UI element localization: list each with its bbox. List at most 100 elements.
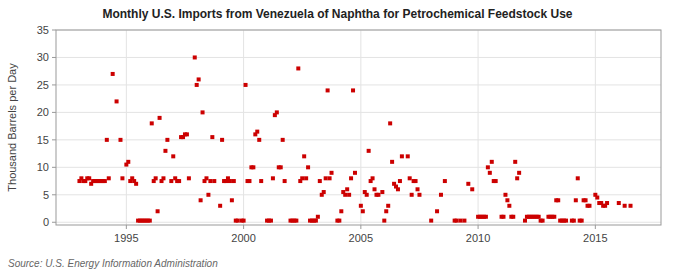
- point: [103, 179, 107, 183]
- point: [195, 83, 199, 87]
- point: [171, 154, 175, 158]
- point: [107, 176, 111, 180]
- point: [255, 130, 259, 134]
- point: [283, 179, 287, 183]
- point: [259, 179, 263, 183]
- point: [501, 215, 505, 219]
- point: [193, 55, 197, 59]
- point: [154, 176, 158, 180]
- point: [230, 198, 234, 202]
- y-tick-label: 25: [37, 79, 49, 91]
- point: [511, 215, 515, 219]
- point: [623, 204, 627, 208]
- chart: 1995200020052010201505101520253035Monthl…: [0, 0, 675, 275]
- point: [439, 193, 443, 197]
- point: [576, 176, 580, 180]
- point: [324, 176, 328, 180]
- y-grid-line: [56, 167, 661, 168]
- point: [455, 219, 459, 223]
- point: [326, 88, 330, 92]
- point: [251, 165, 255, 169]
- y-tick-label: 10: [37, 161, 49, 173]
- title: Monthly U.S. Imports from Venezuela of N…: [102, 7, 572, 21]
- y-tick-label: 0: [43, 216, 49, 228]
- point: [337, 219, 341, 223]
- point: [347, 193, 351, 197]
- point: [150, 121, 154, 125]
- point: [466, 182, 470, 186]
- point: [185, 132, 189, 136]
- point: [371, 176, 375, 180]
- point: [330, 171, 334, 175]
- x-tick-label: 2010: [466, 232, 490, 244]
- point: [595, 196, 599, 200]
- point: [361, 209, 365, 213]
- x-tick: [595, 225, 596, 229]
- point: [343, 193, 347, 197]
- point: [380, 190, 384, 194]
- point: [552, 215, 556, 219]
- point: [388, 121, 392, 125]
- point: [629, 204, 633, 208]
- point: [462, 219, 466, 223]
- point: [386, 204, 390, 208]
- x-tick-label: 2015: [583, 232, 607, 244]
- x-grid-line: [126, 30, 127, 225]
- x-tick: [126, 225, 127, 229]
- point: [156, 209, 160, 213]
- point: [165, 138, 169, 142]
- point: [87, 176, 91, 180]
- point: [318, 179, 322, 183]
- y-tick: [52, 194, 56, 195]
- y-tick: [52, 167, 56, 168]
- point: [605, 201, 609, 205]
- point: [587, 204, 591, 208]
- point: [244, 83, 248, 87]
- point: [572, 219, 576, 223]
- point: [410, 193, 414, 197]
- point: [302, 154, 306, 158]
- point: [484, 215, 488, 219]
- point: [208, 179, 212, 183]
- point: [158, 116, 162, 120]
- point: [429, 219, 433, 223]
- point: [574, 198, 578, 202]
- point: [300, 176, 304, 180]
- point: [564, 219, 568, 223]
- point: [490, 160, 494, 164]
- point: [126, 160, 130, 164]
- point: [204, 176, 208, 180]
- point: [269, 219, 273, 223]
- point: [459, 219, 463, 223]
- point: [275, 110, 279, 114]
- point: [541, 219, 545, 223]
- x-grid-line: [360, 30, 361, 225]
- y-tick: [52, 112, 56, 113]
- point: [384, 209, 388, 213]
- point: [349, 176, 353, 180]
- point: [400, 154, 404, 158]
- x-tick-label: 2005: [349, 232, 373, 244]
- source: Source: U.S. Energy Information Administ…: [8, 258, 218, 269]
- point: [556, 198, 560, 202]
- point: [220, 138, 224, 142]
- point: [294, 219, 298, 223]
- point: [408, 176, 412, 180]
- point: [507, 204, 511, 208]
- point: [201, 110, 205, 114]
- point: [414, 179, 418, 183]
- point: [306, 165, 310, 169]
- point: [398, 179, 402, 183]
- point: [328, 176, 332, 180]
- point: [435, 209, 439, 213]
- y-grid-line: [56, 84, 661, 85]
- point: [169, 179, 173, 183]
- point: [580, 219, 584, 223]
- point: [376, 193, 380, 197]
- plot-frame: [56, 30, 661, 225]
- point: [486, 165, 490, 169]
- point: [314, 219, 318, 223]
- point: [373, 187, 377, 191]
- point: [494, 179, 498, 183]
- points: [77, 55, 632, 222]
